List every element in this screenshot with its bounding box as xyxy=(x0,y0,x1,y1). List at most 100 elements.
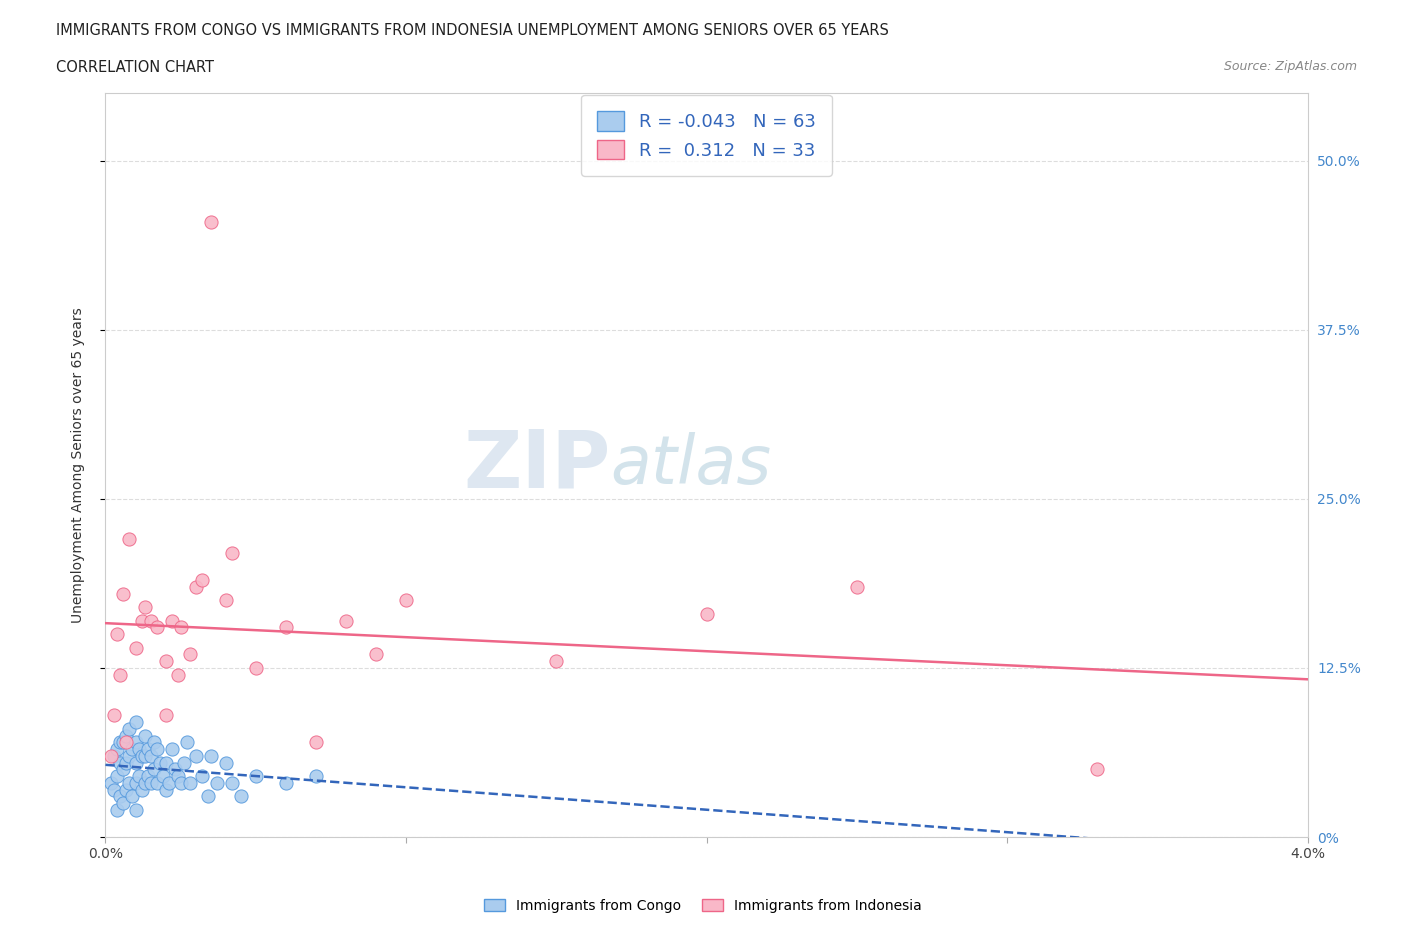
Point xyxy=(142,735,165,750)
Text: Source: ZipAtlas.com: Source: ZipAtlas.com xyxy=(1223,60,1357,73)
Point xyxy=(107,627,129,642)
Point xyxy=(110,789,132,804)
Point xyxy=(184,579,207,594)
Point xyxy=(197,789,219,804)
Point xyxy=(173,755,195,770)
Point xyxy=(145,776,167,790)
Legend: R = -0.043   N = 63, R =  0.312   N = 33: R = -0.043 N = 63, R = 0.312 N = 33 xyxy=(581,95,832,176)
Point xyxy=(103,782,125,797)
Point xyxy=(121,789,143,804)
Point xyxy=(205,776,228,790)
Point xyxy=(166,769,188,784)
Y-axis label: Unemployment Among Seniors over 65 years: Unemployment Among Seniors over 65 years xyxy=(70,307,84,623)
Point xyxy=(200,214,222,229)
Point xyxy=(200,749,222,764)
Point xyxy=(845,579,868,594)
Point xyxy=(364,647,387,662)
Point xyxy=(112,762,135,777)
Point xyxy=(139,776,162,790)
Point xyxy=(245,769,267,784)
Point xyxy=(118,722,141,737)
Point xyxy=(214,755,236,770)
Point xyxy=(1085,762,1108,777)
Point xyxy=(124,714,146,729)
Point xyxy=(103,708,125,723)
Text: CORRELATION CHART: CORRELATION CHART xyxy=(56,60,214,75)
Point xyxy=(131,782,153,797)
Point xyxy=(134,728,156,743)
Point xyxy=(110,667,132,682)
Text: IMMIGRANTS FROM CONGO VS IMMIGRANTS FROM INDONESIA UNEMPLOYMENT AMONG SENIORS OV: IMMIGRANTS FROM CONGO VS IMMIGRANTS FROM… xyxy=(56,23,889,38)
Point xyxy=(112,586,135,601)
Point xyxy=(107,803,129,817)
Point xyxy=(160,613,183,628)
Point xyxy=(103,749,125,764)
Point xyxy=(121,741,143,756)
Point xyxy=(214,592,236,607)
Point xyxy=(136,769,159,784)
Point xyxy=(112,796,135,811)
Point xyxy=(221,546,243,561)
Point xyxy=(134,749,156,764)
Point xyxy=(229,789,252,804)
Point xyxy=(124,776,146,790)
Point xyxy=(546,654,568,669)
Point xyxy=(184,749,207,764)
Point xyxy=(169,620,191,635)
Point xyxy=(110,755,132,770)
Point xyxy=(163,762,186,777)
Point xyxy=(145,620,167,635)
Point xyxy=(155,708,177,723)
Point xyxy=(145,741,167,756)
Point xyxy=(157,776,180,790)
Point xyxy=(176,735,198,750)
Point xyxy=(124,755,146,770)
Point xyxy=(155,755,177,770)
Point xyxy=(155,654,177,669)
Point xyxy=(395,592,418,607)
Point xyxy=(124,735,146,750)
Point xyxy=(152,769,174,784)
Point xyxy=(190,573,212,588)
Point xyxy=(160,741,183,756)
Point xyxy=(335,613,357,628)
Point xyxy=(136,741,159,756)
Point xyxy=(134,600,156,615)
Point xyxy=(169,776,191,790)
Point xyxy=(190,769,212,784)
Point xyxy=(115,735,138,750)
Point xyxy=(305,735,328,750)
Point xyxy=(148,755,170,770)
Point xyxy=(131,749,153,764)
Point xyxy=(134,776,156,790)
Point xyxy=(115,755,138,770)
Point xyxy=(696,606,718,621)
Point xyxy=(131,613,153,628)
Point xyxy=(305,769,328,784)
Point xyxy=(100,776,122,790)
Point xyxy=(139,613,162,628)
Point xyxy=(128,741,150,756)
Point xyxy=(100,749,122,764)
Legend: Immigrants from Congo, Immigrants from Indonesia: Immigrants from Congo, Immigrants from I… xyxy=(478,894,928,919)
Point xyxy=(179,647,201,662)
Point xyxy=(118,749,141,764)
Point xyxy=(115,782,138,797)
Point xyxy=(139,749,162,764)
Point xyxy=(124,640,146,655)
Text: atlas: atlas xyxy=(610,432,772,498)
Point xyxy=(142,762,165,777)
Point xyxy=(128,769,150,784)
Text: ZIP: ZIP xyxy=(463,426,610,504)
Point xyxy=(107,769,129,784)
Point xyxy=(155,782,177,797)
Point xyxy=(118,532,141,547)
Point xyxy=(115,728,138,743)
Point xyxy=(118,776,141,790)
Point xyxy=(274,620,297,635)
Point xyxy=(245,660,267,675)
Point xyxy=(107,741,129,756)
Point xyxy=(124,803,146,817)
Point xyxy=(179,776,201,790)
Point xyxy=(166,667,188,682)
